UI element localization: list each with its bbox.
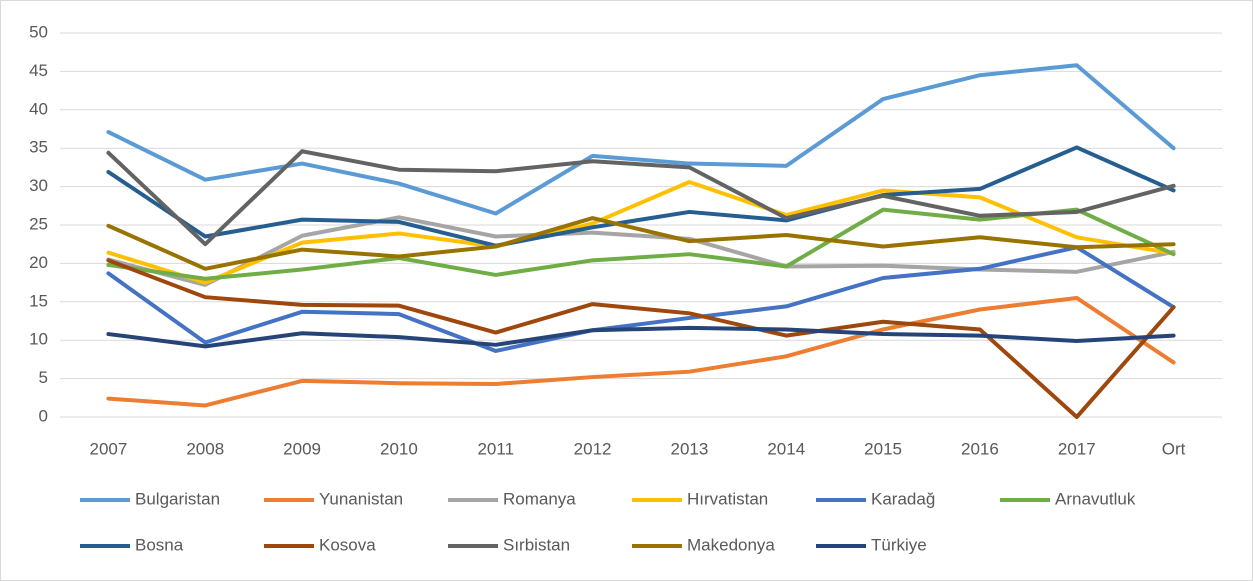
- legend-label: Bosna: [135, 535, 184, 554]
- legend-label: Yunanistan: [319, 489, 403, 508]
- y-tick-label: 45: [29, 61, 48, 80]
- legend-label: Karadağ: [871, 489, 935, 508]
- legend-label: Hırvatistan: [687, 489, 768, 508]
- legend-label: Bulgaristan: [135, 489, 220, 508]
- x-tick-label: 2007: [90, 439, 128, 458]
- line-series: [106, 295, 1176, 408]
- legend-label: Arnavutluk: [1055, 489, 1136, 508]
- legend-label: Romanya: [503, 489, 576, 508]
- legend-label: Türkiye: [871, 535, 927, 554]
- line-series: [106, 325, 1176, 349]
- y-tick-label: 40: [29, 99, 48, 118]
- y-tick-label: 10: [29, 330, 48, 349]
- line-series: [106, 207, 1176, 281]
- line-series: [106, 215, 1176, 287]
- line-series: [106, 258, 1176, 419]
- y-tick-label: 50: [29, 22, 48, 41]
- y-tick-label: 20: [29, 253, 48, 272]
- x-tick-label: 2009: [283, 439, 321, 458]
- legend-label: Makedonya: [687, 535, 775, 554]
- y-tick-label: 35: [29, 138, 48, 157]
- x-tick-label: 2008: [186, 439, 224, 458]
- line-series: [106, 149, 1176, 247]
- line-series: [106, 179, 1176, 285]
- x-tick-label: 2013: [671, 439, 709, 458]
- y-tick-label: 5: [39, 368, 48, 387]
- legend-label: Kosova: [319, 535, 376, 554]
- x-tick-label: Ort: [1162, 439, 1186, 458]
- x-tick-label: 2010: [380, 439, 418, 458]
- y-tick-label: 30: [29, 176, 48, 195]
- line-series: [106, 245, 1176, 353]
- legend-label: Sırbistan: [503, 535, 570, 554]
- x-tick-label: 2011: [477, 439, 514, 458]
- y-tick-label: 25: [29, 214, 48, 233]
- x-tick-label: 2012: [574, 439, 612, 458]
- line-series: [106, 145, 1176, 248]
- x-tick-label: 2014: [767, 439, 805, 458]
- x-tick-label: 2015: [864, 439, 902, 458]
- x-tick-label: 2016: [961, 439, 999, 458]
- line-series: [106, 216, 1176, 271]
- x-tick-label: 2017: [1058, 439, 1096, 458]
- y-tick-label: 0: [39, 406, 48, 425]
- y-tick-label: 15: [29, 291, 48, 310]
